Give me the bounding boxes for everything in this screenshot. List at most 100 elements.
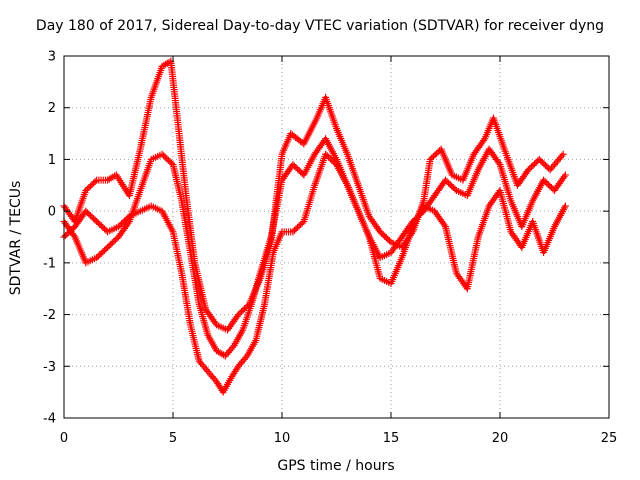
data-point	[83, 185, 91, 193]
y-tick-label: 0	[48, 205, 56, 220]
data-point	[97, 222, 105, 230]
data-point	[85, 184, 93, 192]
data-point	[561, 171, 569, 179]
data-point	[379, 231, 387, 239]
data-point	[161, 153, 169, 161]
data-point	[526, 164, 534, 172]
data-point	[91, 178, 99, 186]
data-point	[376, 228, 384, 236]
data-point	[108, 239, 116, 247]
data-point	[94, 219, 102, 227]
data-point	[295, 222, 303, 230]
data-point	[451, 185, 459, 193]
data-point	[495, 159, 503, 167]
data-point	[560, 173, 568, 181]
x-tick-label: 25	[601, 431, 618, 446]
data-point	[294, 165, 302, 173]
data-point	[524, 166, 532, 174]
data-point	[242, 303, 250, 311]
data-point	[97, 249, 105, 257]
data-point	[381, 232, 389, 240]
data-point	[378, 229, 386, 237]
data-point	[88, 213, 96, 221]
data-point	[443, 178, 451, 186]
x-tick-label: 10	[274, 431, 291, 446]
data-point	[88, 181, 96, 189]
data-points	[60, 57, 569, 396]
series-trace-lower	[60, 150, 569, 396]
data-point	[62, 232, 70, 240]
data-point	[322, 150, 330, 158]
data-point	[328, 156, 336, 164]
data-point	[558, 152, 566, 160]
series-trace-middle	[60, 135, 569, 360]
data-point	[298, 219, 306, 227]
x-tick-label: 5	[169, 431, 177, 446]
data-point	[531, 160, 539, 168]
data-point	[559, 150, 567, 158]
data-point	[382, 234, 390, 242]
data-point	[540, 176, 548, 184]
data-point	[297, 168, 305, 176]
data-point	[543, 163, 551, 171]
data-point	[428, 154, 436, 162]
data-point	[100, 246, 108, 254]
data-point	[329, 158, 337, 166]
data-point	[289, 228, 297, 236]
data-point	[449, 184, 457, 192]
data-point	[93, 254, 101, 262]
data-point	[163, 155, 171, 163]
data-point	[432, 150, 440, 158]
y-tick-label: 3	[48, 50, 56, 65]
data-point	[297, 220, 305, 228]
data-point	[105, 242, 113, 250]
data-point	[86, 182, 94, 190]
data-point	[480, 136, 488, 144]
chart-title: Day 180 of 2017, Sidereal Day-to-day VTE…	[36, 18, 604, 34]
data-point	[446, 181, 454, 189]
data-point	[94, 252, 102, 260]
data-point	[229, 343, 237, 351]
x-axis-title: GPS time / hours	[277, 458, 394, 474]
data-point	[426, 155, 434, 163]
data-point	[82, 207, 90, 215]
data-point	[532, 158, 540, 166]
data-point	[541, 161, 549, 169]
data-point	[290, 162, 298, 170]
data-point	[535, 155, 543, 163]
data-point	[325, 153, 333, 161]
data-point	[66, 227, 74, 235]
data-point	[90, 215, 98, 223]
data-point	[385, 237, 393, 245]
data-point	[292, 225, 300, 233]
data-point	[160, 152, 168, 160]
y-axis-ticks: -4 -3 -2 -1 0 1 2 3	[43, 50, 609, 427]
data-point	[546, 182, 554, 190]
data-point	[116, 221, 124, 229]
data-point	[86, 212, 94, 220]
data-point	[561, 202, 569, 210]
y-tick-label: 1	[48, 153, 56, 168]
data-point	[527, 163, 535, 171]
data-point	[63, 230, 71, 238]
data-point	[118, 220, 126, 228]
data-point	[90, 179, 98, 187]
data-point	[107, 240, 115, 248]
data-point	[124, 214, 132, 222]
data-point	[295, 167, 303, 175]
data-point	[442, 176, 449, 184]
data-point	[70, 231, 78, 239]
data-point	[121, 217, 129, 225]
data-point	[158, 150, 166, 158]
data-point	[448, 182, 456, 190]
data-point	[85, 210, 93, 218]
data-point	[122, 215, 130, 223]
data-point	[242, 354, 250, 362]
x-tick-label: 20	[492, 431, 509, 446]
plot-frame	[63, 55, 610, 419]
data-point	[431, 151, 439, 159]
data-point	[440, 221, 448, 229]
data-point	[234, 311, 242, 319]
data-point	[236, 309, 244, 317]
data-point	[91, 216, 99, 224]
